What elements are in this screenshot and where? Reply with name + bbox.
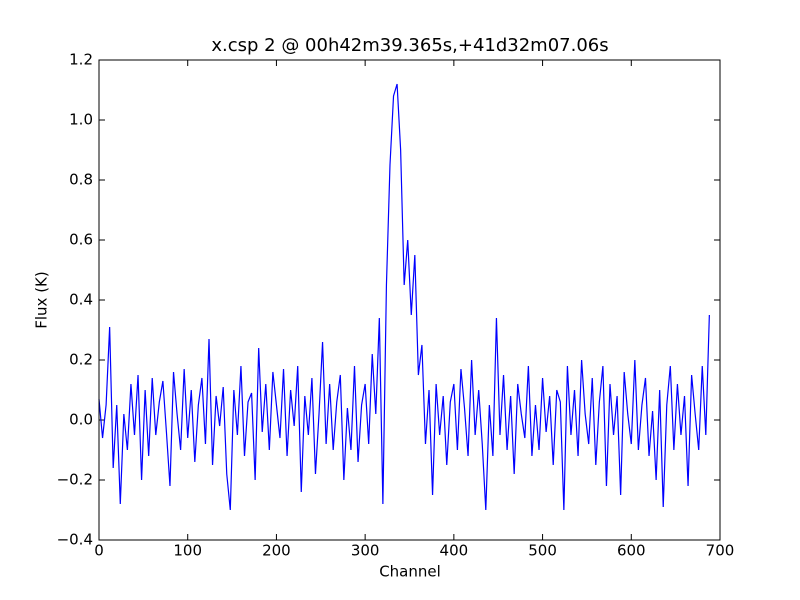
plot-frame (98, 59, 721, 541)
y-tick-label: −0.4 (57, 531, 93, 549)
y-axis-label: Flux (K) (33, 271, 51, 329)
x-tick-label: 400 (440, 542, 469, 560)
y-tick-label: 0.8 (69, 171, 93, 189)
x-tick-label: 500 (528, 542, 557, 560)
x-tick-label: 100 (173, 542, 202, 560)
x-axis-label: Channel (379, 563, 441, 581)
y-tick-label: 0.2 (69, 351, 93, 369)
y-tick-label: 0.4 (69, 291, 93, 309)
x-tick-label: 0 (94, 542, 104, 560)
x-tick-label: 300 (351, 542, 380, 560)
x-tick-label: 600 (617, 542, 646, 560)
y-tick-label: 1.2 (69, 51, 93, 69)
y-tick-label: 0.0 (69, 411, 93, 429)
y-tick-label: 1.0 (69, 111, 93, 129)
chart-title: x.csp 2 @ 00h42m39.365s,+41d32m07.06s (211, 35, 608, 56)
y-tick-label: 0.6 (69, 231, 93, 249)
y-tick-label: −0.2 (57, 471, 93, 489)
x-tick-label: 700 (706, 542, 735, 560)
data-line (98, 83, 710, 511)
x-tick-label: 200 (262, 542, 291, 560)
